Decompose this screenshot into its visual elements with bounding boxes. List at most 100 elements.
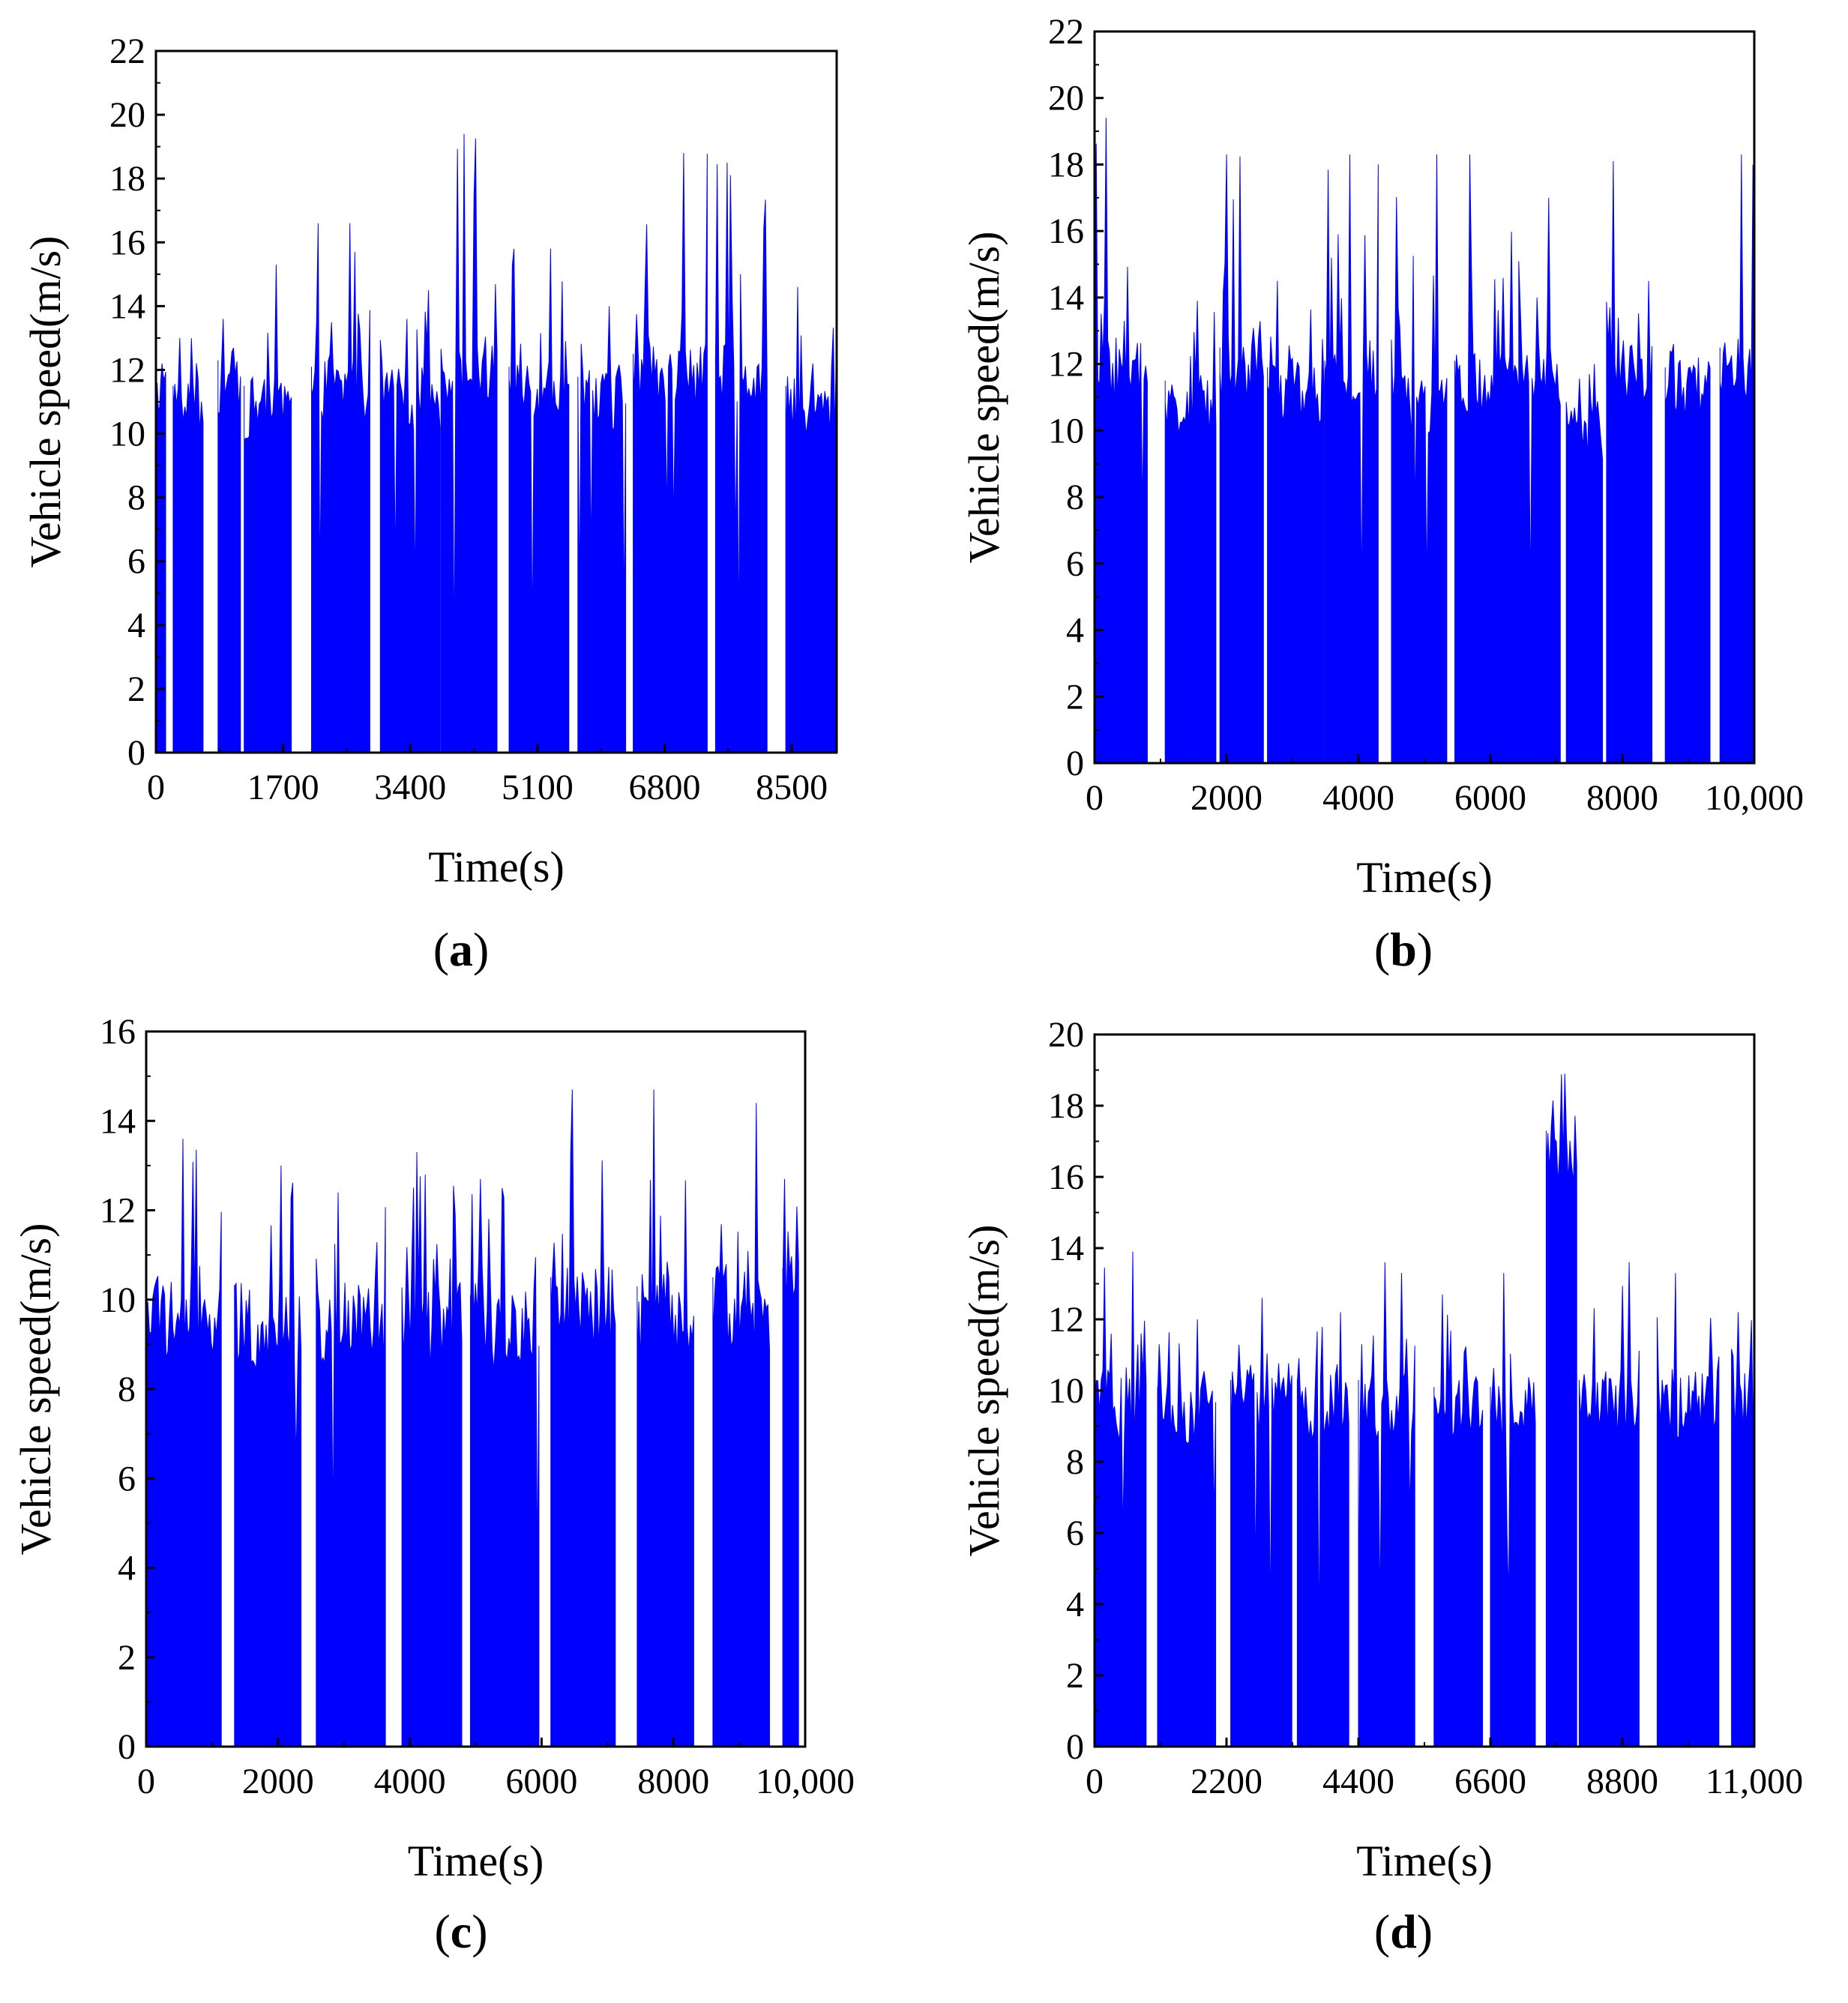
speed-segment bbox=[508, 248, 570, 753]
speed-segment bbox=[1267, 280, 1325, 763]
y-tick-label: 0 bbox=[1066, 1727, 1084, 1767]
panel-a: 0 2 4 6 8 10 12 14 16 18 20 22 0 1700 3400 5100 6800 8500… bbox=[21, 31, 838, 976]
y-tick-label: 2 bbox=[1066, 677, 1084, 717]
y-tick-label: 8 bbox=[118, 1370, 136, 1409]
y-tick-label: 6 bbox=[127, 542, 145, 582]
x-axis-title: Time(s) bbox=[428, 843, 565, 891]
y-tick-label: 20 bbox=[1048, 79, 1084, 118]
y-tick-label: 22 bbox=[109, 31, 145, 71]
speed-segment bbox=[712, 1103, 770, 1747]
x-tick-label: 0 bbox=[1086, 778, 1104, 818]
x-tick-label: 0 bbox=[147, 768, 165, 807]
speed-segment bbox=[577, 306, 627, 753]
y-tick-label: 14 bbox=[109, 286, 145, 326]
panel-label: (c) bbox=[434, 1905, 487, 1958]
x-tick-label: 0 bbox=[137, 1762, 155, 1801]
y-tick-label: 18 bbox=[109, 159, 145, 199]
x-tick-label: 11,000 bbox=[1706, 1762, 1803, 1801]
panel-d: 0 2 4 6 8 10 12 14 16 18 20 0 2200 4400 6600 8800 11,000… bbox=[960, 1015, 1803, 1958]
x-tick-label: 2000 bbox=[242, 1762, 314, 1801]
x-tick-label: 10,000 bbox=[756, 1762, 855, 1801]
speed-series bbox=[1095, 1073, 1754, 1747]
speed-segment bbox=[1324, 154, 1379, 763]
speed-segment bbox=[1230, 1298, 1292, 1747]
y-tick-label: 14 bbox=[100, 1101, 136, 1141]
y-tick-label: 0 bbox=[118, 1727, 136, 1767]
y-tick-label: 6 bbox=[1066, 1513, 1084, 1553]
speed-segment bbox=[785, 286, 837, 753]
y-tick-label: 4 bbox=[127, 606, 145, 645]
x-tick-label: 6600 bbox=[1454, 1762, 1526, 1801]
y-tick-label: 4 bbox=[1066, 1585, 1084, 1624]
y-tick-label: 8 bbox=[127, 478, 145, 518]
y-tick-label: 12 bbox=[109, 350, 145, 390]
speed-segment bbox=[636, 1089, 694, 1747]
x-tick-label: 8000 bbox=[1586, 778, 1658, 818]
y-tick-label: 22 bbox=[1048, 12, 1084, 52]
speed-segment bbox=[1518, 197, 1561, 763]
speed-segment bbox=[440, 133, 498, 753]
x-tick-label: 8500 bbox=[756, 768, 828, 807]
y-tick-label: 6 bbox=[1066, 544, 1084, 584]
y-tick-label: 10 bbox=[1048, 411, 1084, 451]
speed-segment bbox=[1731, 1312, 1754, 1747]
speed-segment bbox=[1433, 1294, 1484, 1747]
speed-segment bbox=[316, 1192, 386, 1747]
y-tick-label: 2 bbox=[1066, 1656, 1084, 1696]
y-tick-label: 20 bbox=[109, 95, 145, 135]
x-tick-label: 10,000 bbox=[1705, 778, 1804, 818]
speed-segment bbox=[234, 1165, 302, 1747]
panel-b: 0 2 4 6 8 10 12 14 16 18 20 22 0 2000 4000 6000 8000 10,0… bbox=[960, 12, 1804, 976]
x-tick-label: 4400 bbox=[1322, 1762, 1394, 1801]
y-tick-label: 12 bbox=[1048, 1300, 1084, 1340]
y-tick-label: 16 bbox=[1048, 1157, 1084, 1197]
speed-segment bbox=[782, 1178, 799, 1747]
x-tick-label: 4000 bbox=[374, 1762, 446, 1801]
y-axis-title: Vehicle speed(m/s) bbox=[960, 232, 1008, 564]
speed-segment bbox=[1606, 160, 1653, 763]
panel-label: (d) bbox=[1374, 1905, 1433, 1958]
y-tick-label: 4 bbox=[118, 1549, 136, 1588]
panel-label: (b) bbox=[1374, 923, 1433, 976]
panel-label: (a) bbox=[433, 923, 490, 976]
panel-c: 0 2 4 6 8 10 12 14 16 0 2000 4000 6000 8000 10,000 Time… bbox=[11, 1012, 855, 1958]
x-axis-title: Time(s) bbox=[1356, 853, 1493, 902]
speed-segment bbox=[1565, 364, 1604, 763]
y-tick-label: 12 bbox=[100, 1191, 136, 1231]
speed-series bbox=[146, 1089, 799, 1747]
x-tick-label: 2000 bbox=[1191, 778, 1262, 818]
x-tick-label: 1700 bbox=[247, 768, 319, 807]
speed-segment bbox=[379, 290, 441, 753]
speed-segment bbox=[156, 363, 166, 753]
y-axis-title: Vehicle speed(m/s) bbox=[21, 236, 70, 568]
y-tick-label: 6 bbox=[118, 1459, 136, 1499]
y-tick-label: 2 bbox=[118, 1638, 136, 1678]
speed-segment bbox=[633, 153, 708, 753]
speed-segment bbox=[1219, 154, 1264, 763]
x-tick-label: 6000 bbox=[1454, 778, 1526, 818]
speed-segment bbox=[1164, 301, 1217, 763]
speed-segment bbox=[217, 319, 241, 753]
x-tick-label: 5100 bbox=[502, 768, 574, 807]
speed-segment bbox=[550, 1089, 616, 1747]
speed-segment bbox=[1664, 343, 1711, 763]
speed-segment bbox=[1719, 154, 1754, 763]
y-tick-label: 20 bbox=[1048, 1015, 1084, 1055]
y-tick-label: 14 bbox=[1048, 1229, 1084, 1268]
speed-segment bbox=[1454, 154, 1519, 763]
speed-segment bbox=[714, 162, 768, 753]
speed-segment bbox=[1490, 1273, 1536, 1747]
y-tick-label: 8 bbox=[1066, 1442, 1084, 1482]
y-tick-label: 18 bbox=[1048, 145, 1084, 184]
y-axis-title: Vehicle speed(m/s) bbox=[960, 1225, 1008, 1557]
y-tick-label: 2 bbox=[127, 669, 145, 709]
speed-segment bbox=[311, 223, 370, 753]
speed-series bbox=[156, 133, 837, 753]
speed-segment bbox=[1296, 1312, 1349, 1747]
y-tick-label: 4 bbox=[1066, 611, 1084, 651]
speed-segment bbox=[470, 1178, 540, 1747]
x-tick-label: 8000 bbox=[637, 1762, 709, 1801]
speed-segment bbox=[172, 337, 204, 753]
speed-segment bbox=[1157, 1319, 1217, 1747]
y-tick-label: 10 bbox=[1048, 1371, 1084, 1411]
